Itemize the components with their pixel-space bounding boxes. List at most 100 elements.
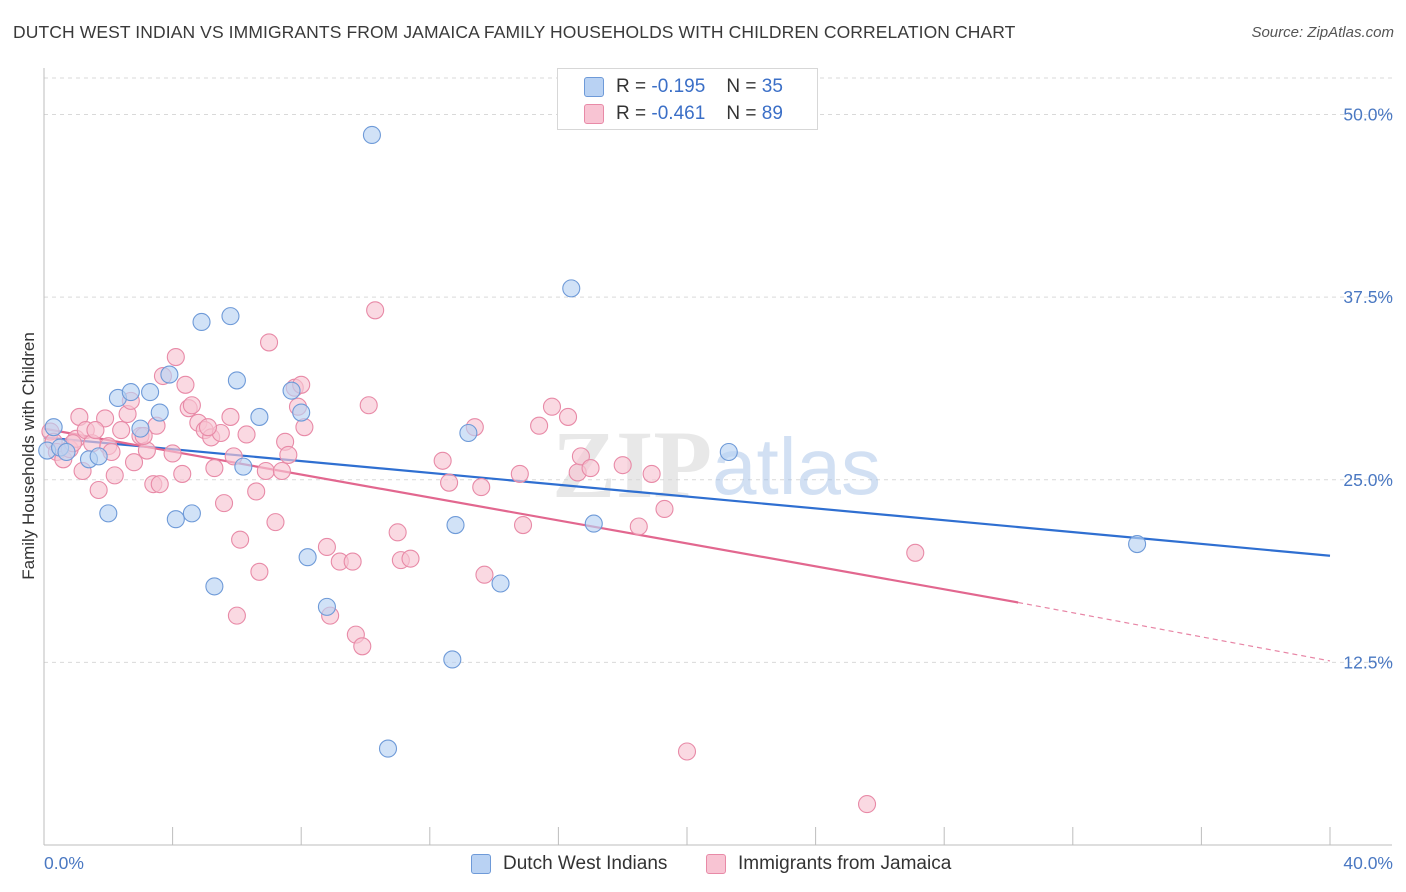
trend-lines bbox=[43, 427, 1331, 662]
point-jamaica bbox=[475, 565, 494, 584]
point-dutch-west-indian bbox=[584, 514, 603, 533]
legend-r-value: -0.461 bbox=[651, 103, 706, 124]
point-dutch-west-indian bbox=[221, 307, 240, 326]
legend-r-label: R = bbox=[616, 103, 647, 124]
series-legend-label: Dutch West Indians bbox=[503, 853, 668, 874]
point-jamaica bbox=[359, 396, 378, 415]
point-dutch-west-indian bbox=[131, 419, 150, 438]
point-jamaica bbox=[353, 637, 372, 656]
point-dutch-west-indian bbox=[160, 365, 179, 384]
legend-n-label: N = bbox=[726, 76, 757, 97]
legend-n-label: N = bbox=[726, 103, 757, 124]
point-jamaica bbox=[558, 407, 578, 426]
point-jamaica bbox=[259, 333, 279, 352]
point-jamaica bbox=[237, 425, 256, 444]
point-jamaica bbox=[182, 396, 201, 415]
legend-r-label: R = bbox=[616, 76, 647, 97]
point-jamaica bbox=[150, 475, 169, 494]
point-dutch-west-indian bbox=[719, 442, 738, 462]
point-jamaica bbox=[433, 451, 452, 470]
point-dutch-west-indian bbox=[292, 403, 311, 422]
point-dutch-west-indian bbox=[166, 510, 185, 529]
point-jamaica bbox=[677, 742, 697, 761]
point-jamaica bbox=[279, 445, 298, 464]
point-jamaica bbox=[250, 562, 269, 581]
point-jamaica bbox=[105, 466, 124, 485]
chart-title: DUTCH WEST INDIAN VS IMMIGRANTS FROM JAM… bbox=[13, 22, 1016, 42]
series-legend: Dutch West Indians Immigrants from Jamai… bbox=[0, 852, 1406, 878]
series-swatch-blue bbox=[471, 854, 491, 874]
point-jamaica bbox=[906, 543, 925, 562]
point-dutch-west-indian bbox=[44, 418, 63, 437]
y-tick-label: 37.5% bbox=[1343, 287, 1393, 307]
series-legend-label: Immigrants from Jamaica bbox=[738, 853, 952, 874]
point-jamaica bbox=[89, 480, 108, 500]
correlation-legend: R = -0.195 N = 35 R = -0.461 N = 89 bbox=[557, 68, 818, 130]
legend-swatch-blue bbox=[584, 77, 604, 97]
point-dutch-west-indian bbox=[89, 447, 108, 466]
point-jamaica bbox=[256, 461, 275, 481]
series-swatch-pink bbox=[706, 854, 726, 874]
point-jamaica bbox=[655, 499, 674, 519]
point-jamaica bbox=[86, 421, 105, 440]
y-tick-label: 25.0% bbox=[1343, 470, 1393, 490]
point-dutch-west-indian bbox=[192, 312, 211, 332]
point-jamaica bbox=[198, 418, 218, 437]
point-dutch-west-indian bbox=[362, 125, 381, 145]
point-jamaica bbox=[366, 301, 385, 320]
point-jamaica bbox=[221, 407, 240, 426]
point-jamaica bbox=[173, 464, 192, 483]
point-jamaica bbox=[214, 494, 234, 513]
point-dutch-west-indian bbox=[562, 279, 581, 298]
point-dutch-west-indian bbox=[282, 381, 301, 400]
point-dutch-west-indian bbox=[491, 574, 510, 593]
point-jamaica bbox=[227, 606, 246, 625]
grid-lines bbox=[44, 77, 1392, 663]
point-jamaica bbox=[542, 397, 562, 416]
point-dutch-west-indian bbox=[227, 371, 246, 390]
point-dutch-west-indian bbox=[443, 650, 462, 669]
legend-swatch-pink bbox=[584, 104, 604, 124]
point-jamaica bbox=[530, 416, 549, 435]
point-jamaica bbox=[642, 464, 661, 483]
point-jamaica bbox=[205, 459, 224, 478]
point-jamaica bbox=[231, 530, 250, 549]
point-dutch-west-indian bbox=[99, 504, 118, 523]
point-jamaica bbox=[317, 537, 336, 557]
point-jamaica bbox=[272, 461, 291, 481]
point-jamaica bbox=[857, 795, 877, 814]
watermark: ZIP atlas bbox=[552, 411, 881, 518]
point-jamaica bbox=[137, 441, 156, 460]
point-dutch-west-indian bbox=[250, 407, 269, 426]
point-dutch-west-indian bbox=[182, 504, 201, 523]
trend-line bbox=[43, 427, 1019, 604]
legend-n-value: 89 bbox=[761, 103, 783, 124]
point-dutch-west-indian bbox=[234, 457, 253, 476]
point-jamaica bbox=[295, 418, 314, 437]
point-dutch-west-indian bbox=[459, 423, 478, 443]
point-jamaica bbox=[247, 482, 266, 501]
trend-line bbox=[43, 436, 1331, 557]
x-tick-label: 0.0% bbox=[44, 853, 84, 873]
point-jamaica bbox=[124, 453, 144, 472]
tick-labels: 12.5% 25.0% 37.5% 50.0% 0.0% 40.0% bbox=[44, 105, 1393, 873]
point-jamaica bbox=[176, 375, 195, 394]
point-jamaica bbox=[613, 456, 632, 475]
y-tick-label: 50.0% bbox=[1343, 105, 1393, 125]
point-jamaica bbox=[112, 421, 131, 440]
x-tick-label: 40.0% bbox=[1343, 853, 1393, 873]
point-jamaica bbox=[571, 447, 590, 466]
watermark-atlas: atlas bbox=[712, 422, 881, 511]
point-jamaica bbox=[163, 444, 182, 463]
source-label: Source: ZipAtlas.com bbox=[1251, 24, 1394, 41]
point-jamaica bbox=[401, 549, 420, 568]
point-jamaica bbox=[96, 409, 115, 428]
point-dutch-west-indian bbox=[57, 442, 76, 462]
point-dutch-west-indian bbox=[205, 577, 224, 596]
point-dutch-west-indian bbox=[141, 383, 160, 402]
point-jamaica bbox=[166, 347, 185, 367]
point-jamaica bbox=[513, 516, 533, 535]
point-jamaica bbox=[388, 523, 407, 542]
point-dutch-west-indian bbox=[446, 516, 465, 535]
